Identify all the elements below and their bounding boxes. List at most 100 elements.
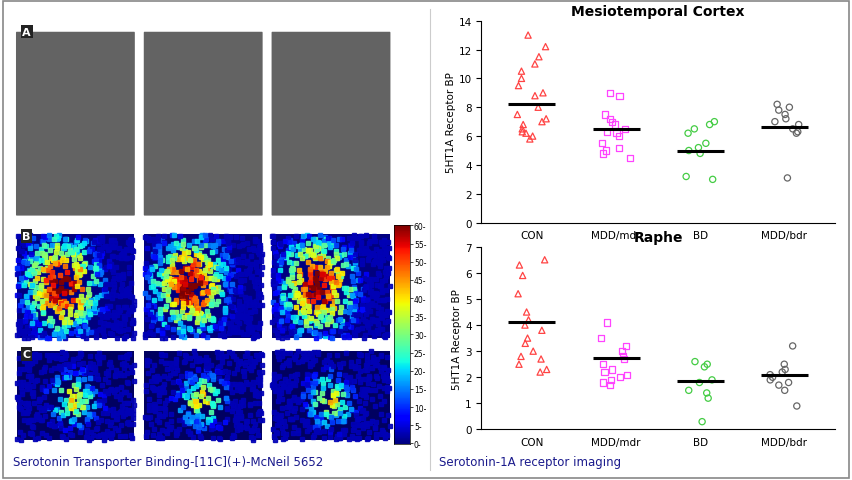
Point [512, 360, 526, 368]
Title: Raphe: Raphe [633, 231, 683, 245]
Point [527, 348, 540, 355]
Point [608, 121, 622, 129]
Text: A: A [22, 28, 31, 38]
Point [511, 290, 525, 298]
Point [613, 144, 626, 152]
Bar [273, 235, 390, 338]
Point [791, 129, 804, 136]
Point [599, 147, 613, 155]
Point [603, 116, 617, 123]
Point [533, 369, 547, 376]
Point [515, 68, 528, 76]
Point [603, 90, 617, 97]
Point [516, 121, 530, 129]
Point [790, 402, 803, 410]
Point [610, 130, 624, 138]
Point [707, 119, 721, 126]
Point [701, 395, 715, 402]
Point [772, 382, 786, 389]
Point [618, 126, 631, 133]
Text: C: C [22, 349, 31, 360]
Point [596, 360, 610, 368]
Point [763, 376, 777, 384]
Point [519, 130, 532, 138]
Point [538, 44, 552, 51]
Point [513, 262, 527, 269]
Point [512, 83, 526, 90]
Point [703, 121, 717, 129]
Point [792, 121, 805, 129]
Point [778, 111, 792, 119]
Point [695, 418, 709, 426]
Point [538, 256, 551, 264]
Point [705, 376, 719, 384]
Point [515, 126, 529, 133]
Point [515, 75, 528, 83]
Point [532, 104, 545, 112]
Point [782, 379, 796, 386]
Point [619, 342, 632, 350]
Point [616, 353, 630, 360]
Point [763, 371, 777, 379]
Point [518, 340, 532, 348]
Point [600, 319, 613, 326]
Text: Serotonin-1A receptor imaging: Serotonin-1A receptor imaging [439, 455, 621, 468]
Bar [17, 235, 135, 338]
Point [769, 119, 782, 126]
Point [775, 369, 789, 376]
Title: Mesiotemporal Cortex: Mesiotemporal Cortex [572, 5, 745, 19]
Point [597, 369, 611, 376]
Point [778, 387, 792, 395]
Point [521, 335, 534, 342]
Point [596, 140, 609, 148]
Y-axis label: 5HT1A Receptor BP: 5HT1A Receptor BP [452, 288, 463, 389]
Point [535, 119, 549, 126]
Point [613, 93, 626, 100]
Point [515, 129, 529, 136]
Point [540, 366, 554, 373]
Point [510, 111, 524, 119]
Point [598, 111, 612, 119]
Point [790, 130, 803, 138]
Point [779, 366, 792, 373]
Point [786, 342, 799, 350]
Point [612, 133, 625, 141]
Point [699, 389, 713, 397]
Point [693, 379, 706, 386]
Point [772, 107, 786, 115]
Bar [145, 235, 262, 338]
Point [699, 140, 712, 148]
Point [688, 358, 702, 366]
Point [777, 360, 791, 368]
Point [786, 126, 800, 133]
Point [534, 355, 548, 363]
Point [700, 360, 714, 368]
FancyBboxPatch shape [272, 33, 390, 216]
Point [688, 126, 701, 133]
Point [682, 387, 695, 395]
Point [698, 363, 711, 371]
Text: Serotonin Transporter Binding-[11C](+)-McNeil 5652: Serotonin Transporter Binding-[11C](+)-M… [13, 455, 323, 468]
Point [523, 136, 537, 144]
Point [679, 173, 693, 181]
Bar [145, 351, 262, 440]
Point [532, 54, 546, 61]
Point [535, 327, 549, 335]
Point [780, 175, 794, 182]
Point [623, 155, 636, 162]
Point [682, 147, 695, 155]
Point [515, 272, 529, 280]
Y-axis label: 5HT1A Receptor BP: 5HT1A Receptor BP [446, 72, 456, 173]
Point [528, 61, 542, 69]
Point [596, 150, 610, 158]
Point [682, 130, 695, 138]
Point [692, 144, 705, 152]
Point [515, 353, 528, 360]
Point [782, 104, 796, 112]
Point [518, 322, 532, 329]
Point [613, 373, 626, 381]
Point [536, 90, 550, 97]
Point [605, 119, 619, 126]
Point [694, 150, 707, 158]
Point [766, 373, 780, 381]
